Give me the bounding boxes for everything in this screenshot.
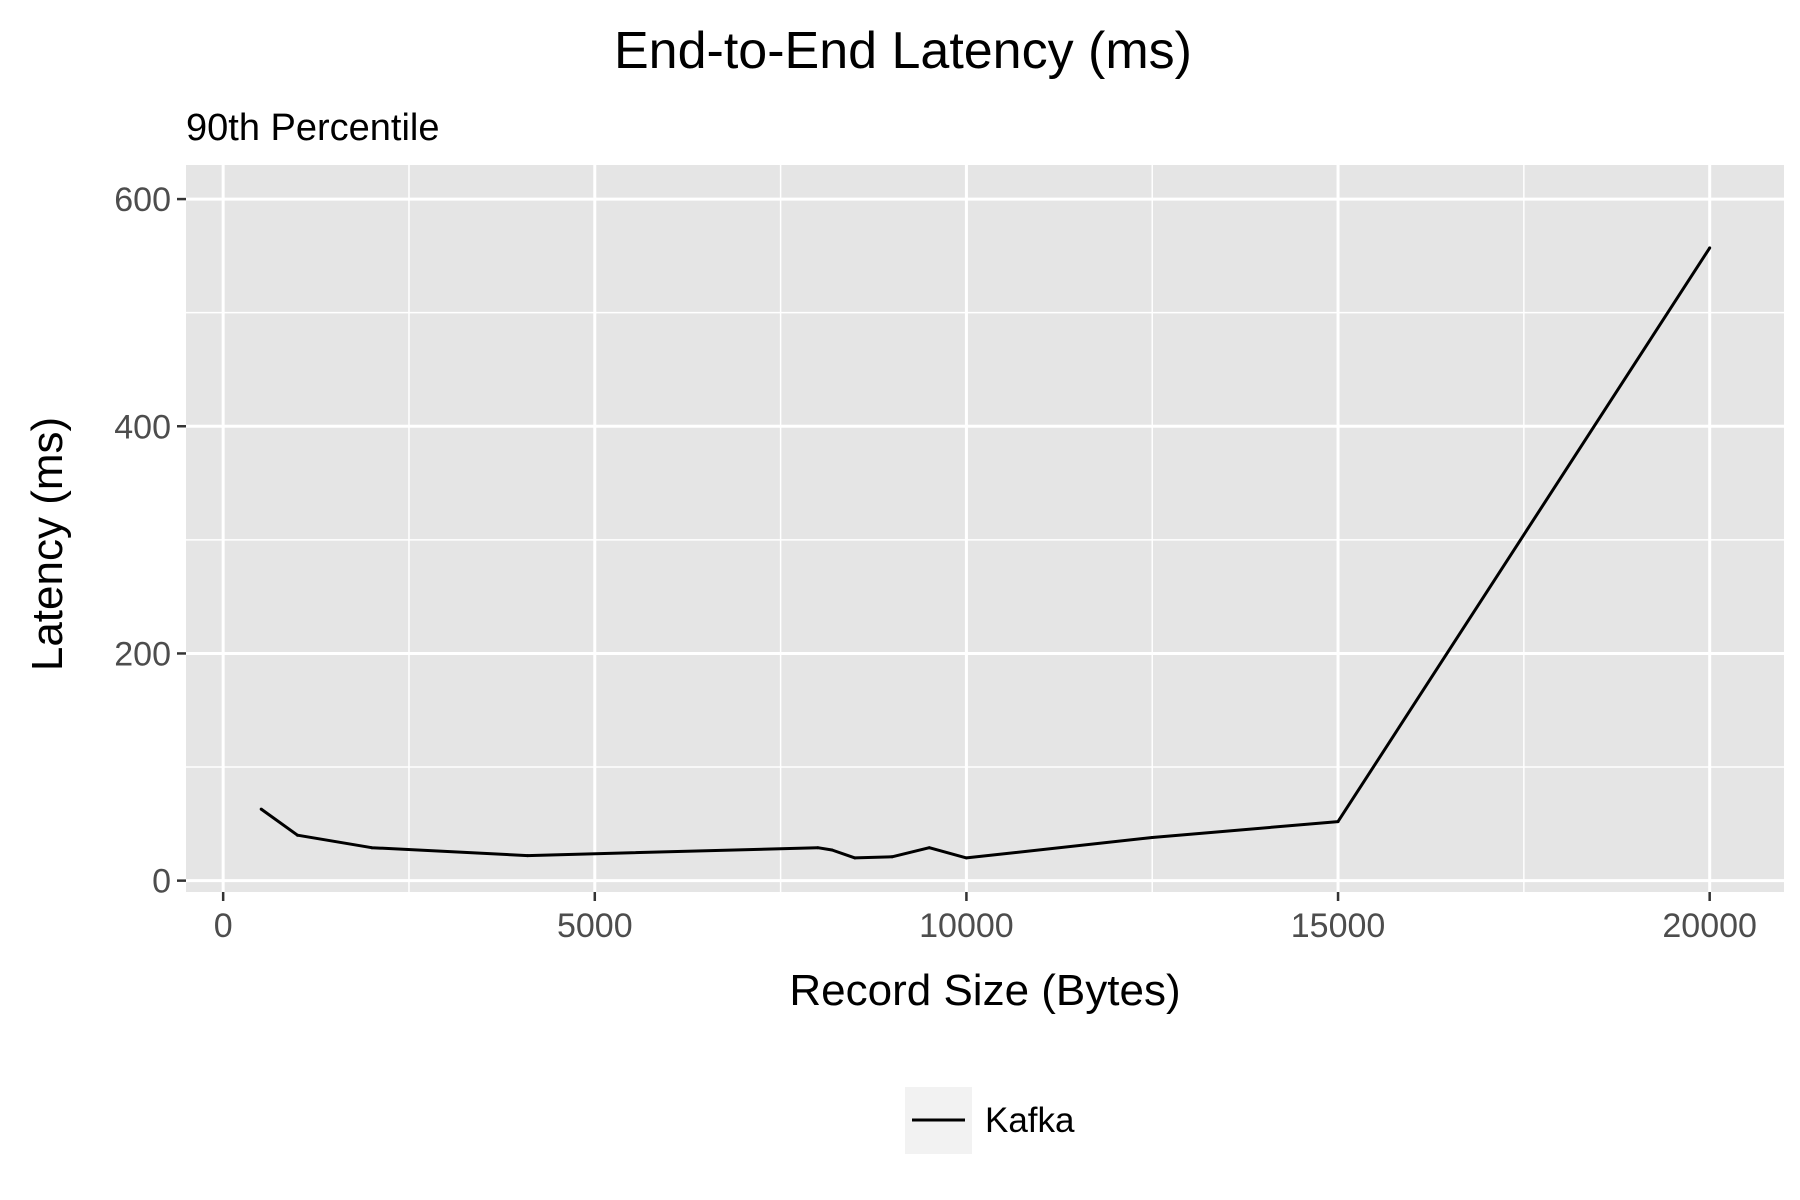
series-point-kafka — [816, 846, 820, 850]
series-point-kafka — [853, 856, 857, 860]
chart-title: End-to-End Latency (ms) — [614, 22, 1192, 80]
series-point-kafka — [927, 846, 931, 850]
y-tick-label: 0 — [152, 863, 171, 901]
series-point-kafka — [526, 854, 530, 858]
series-point-kafka — [830, 848, 834, 852]
x-tick-label: 5000 — [557, 907, 633, 945]
y-axis-label: Latency (ms) — [23, 417, 72, 671]
y-tick-label: 600 — [114, 181, 171, 219]
series-point-kafka — [964, 856, 968, 860]
x-tick-label: 20000 — [1662, 907, 1757, 945]
chart-subtitle: 90th Percentile — [186, 107, 440, 149]
series-point-kafka — [1708, 246, 1712, 250]
x-axis: 0 5000 10000 15000 20000 — [214, 892, 1757, 945]
series-point-kafka — [296, 833, 299, 837]
series-point-kafka — [890, 855, 894, 859]
series-point-kafka — [1150, 836, 1154, 839]
x-axis-label: Record Size (Bytes) — [789, 966, 1180, 1015]
legend-label: Kafka — [985, 1101, 1075, 1140]
series-layer — [259, 246, 1712, 860]
series-point-kafka — [259, 807, 263, 811]
major-gridlines — [186, 165, 1784, 892]
series-point-kafka — [370, 846, 374, 850]
y-tick-label: 400 — [114, 408, 171, 446]
x-tick-label: 10000 — [919, 907, 1014, 945]
y-tick-label: 200 — [114, 635, 171, 673]
x-tick-label: 0 — [214, 907, 233, 945]
x-tick-label: 15000 — [1291, 907, 1386, 945]
plot-panel — [186, 165, 1784, 892]
legend: Kafka — [905, 1087, 1075, 1154]
minor-gridlines — [186, 165, 1784, 892]
series-point-kafka — [1336, 820, 1340, 824]
y-axis: 0 200 400 600 — [114, 181, 186, 901]
